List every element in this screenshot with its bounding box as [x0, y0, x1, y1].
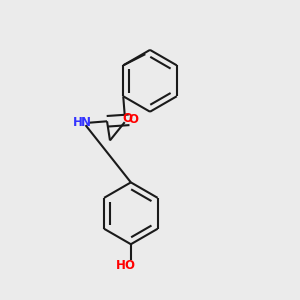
Text: N: N — [80, 116, 91, 129]
Text: O: O — [123, 112, 133, 125]
Text: O: O — [124, 259, 134, 272]
Text: H: H — [116, 259, 126, 272]
Text: O: O — [128, 113, 139, 126]
Text: H: H — [73, 116, 82, 129]
